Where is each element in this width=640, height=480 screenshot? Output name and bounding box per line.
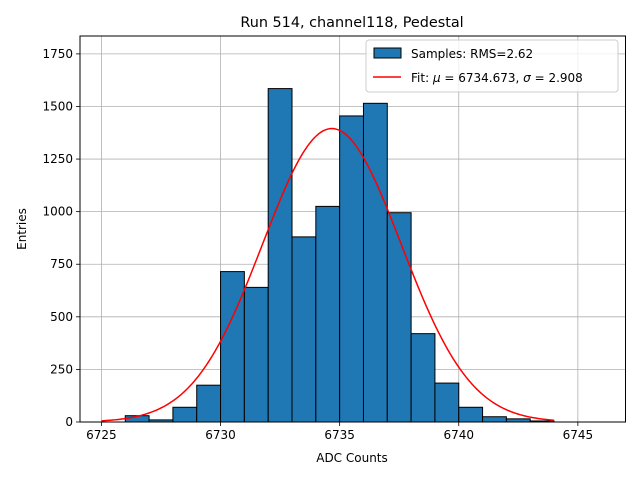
histogram-bar [315,205,341,423]
x-tick-label: 6730 [205,428,236,442]
fit-curve-layer [101,127,555,422]
legend-box [365,39,619,93]
chart-title: Run 514, channel118, Pedestal [240,15,463,31]
legend-hist-swatch [373,47,402,59]
y-tick-label: 1750 [42,47,73,61]
legend-hist-label: Samples: RMS=2.62 [411,47,533,61]
histogram-bar [362,102,388,423]
legend-fit-mu-value: = 6734.673, [441,71,524,85]
x-tick-label: 6735 [324,428,355,442]
histogram-bar [458,406,484,423]
histogram-bar [482,416,507,423]
histogram-bars [124,88,555,423]
x-axis-ticks: 6725 6730 6735 6740 6745 [86,422,593,442]
histogram-bar [243,286,269,423]
plot-frame [79,35,626,423]
x-tick-label: 6745 [563,428,594,442]
y-tick-label: 250 [50,362,73,376]
histogram-bar [410,333,436,423]
histogram-bar [434,382,460,423]
y-tick-label: 1000 [42,205,73,219]
y-axis-ticks: 0 250 500 750 1000 1250 1500 1750 [42,47,80,429]
histogram-bar [196,384,222,423]
y-tick-label: 0 [65,415,73,429]
legend-fit-mu-symbol: μ [432,71,441,85]
histogram-bar [220,271,245,423]
histogram-bar [267,88,293,423]
legend-fit-prefix: Fit: [411,71,433,85]
x-tick-label: 6740 [443,428,474,442]
y-tick-label: 750 [50,257,73,271]
histogram-bar [291,236,317,423]
gaussian-fit-line [101,127,555,422]
x-axis-label: ADC Counts [316,451,388,465]
legend-fit-sigma-symbol: σ [523,71,531,85]
y-tick-label: 1250 [42,152,73,166]
y-axis-label: Entries [15,208,29,250]
x-tick-label: 6725 [86,428,117,442]
legend: Samples: RMS=2.62 Fit: μ = 6734.673, σ =… [365,39,619,93]
histogram-bar [172,406,198,423]
legend-fit-sigma-value: = 2.908 [531,71,583,85]
y-tick-label: 500 [50,310,73,324]
histogram-bar [386,212,412,423]
y-tick-label: 1500 [42,99,73,113]
histogram-bar [339,115,364,423]
legend-fit-label: Fit: μ = 6734.673, σ = 2.908 [411,71,583,85]
